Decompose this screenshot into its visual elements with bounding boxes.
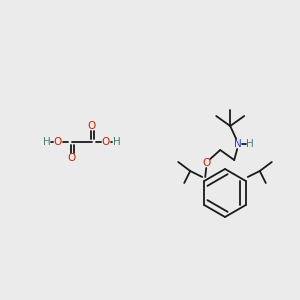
Text: O: O [54,137,62,147]
Text: H: H [246,139,254,149]
Text: H: H [113,137,121,147]
Text: O: O [102,137,110,147]
Text: O: O [202,158,210,168]
Text: N: N [234,139,242,149]
Text: O: O [68,153,76,163]
Text: O: O [88,121,96,131]
Text: H: H [43,137,51,147]
